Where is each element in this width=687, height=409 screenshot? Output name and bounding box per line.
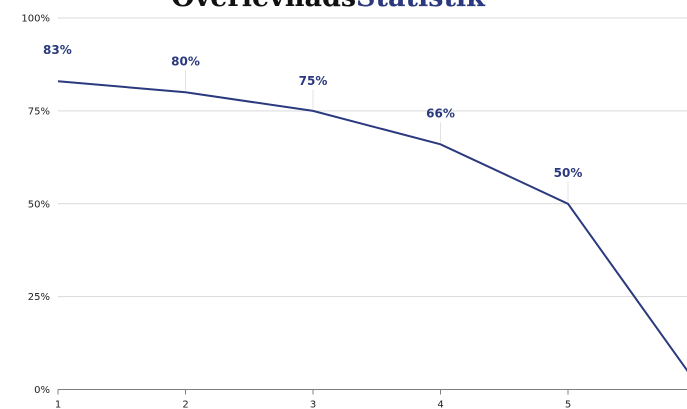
gridlines — [58, 17, 687, 298]
y-tick-label: 75% — [28, 106, 50, 117]
axes: 0% 25% 50% 75% 100% 1 2 3 4 5 — [21, 14, 687, 409]
data-label-1: 83% — [43, 43, 72, 57]
chart-title-main: Overlevnads — [171, 0, 356, 13]
data-label-2: 80% — [171, 54, 200, 68]
chart-title: OverlevnadsStatistik — [171, 0, 486, 13]
x-tick-label: 1 — [55, 400, 61, 409]
x-tick-label: 4 — [437, 400, 443, 409]
data-label-5: 50% — [554, 166, 583, 180]
x-tick-label: 5 — [565, 400, 571, 409]
y-tick-label: 25% — [28, 292, 50, 303]
y-tick-label: 50% — [28, 199, 50, 210]
y-tick-label: 100% — [21, 14, 50, 25]
series-line-0 — [57, 80, 687, 372]
data-label-3: 75% — [299, 74, 328, 88]
data-label-4: 66% — [426, 106, 455, 120]
y-tick-label: 0% — [34, 385, 50, 396]
series-layer — [57, 80, 687, 372]
chart-title-accent: Statistik — [356, 0, 486, 13]
x-tick-label: 2 — [182, 400, 188, 409]
data-labels: 83%80%75%66%50%0 — [43, 43, 583, 202]
x-tick-label: 3 — [310, 400, 316, 409]
